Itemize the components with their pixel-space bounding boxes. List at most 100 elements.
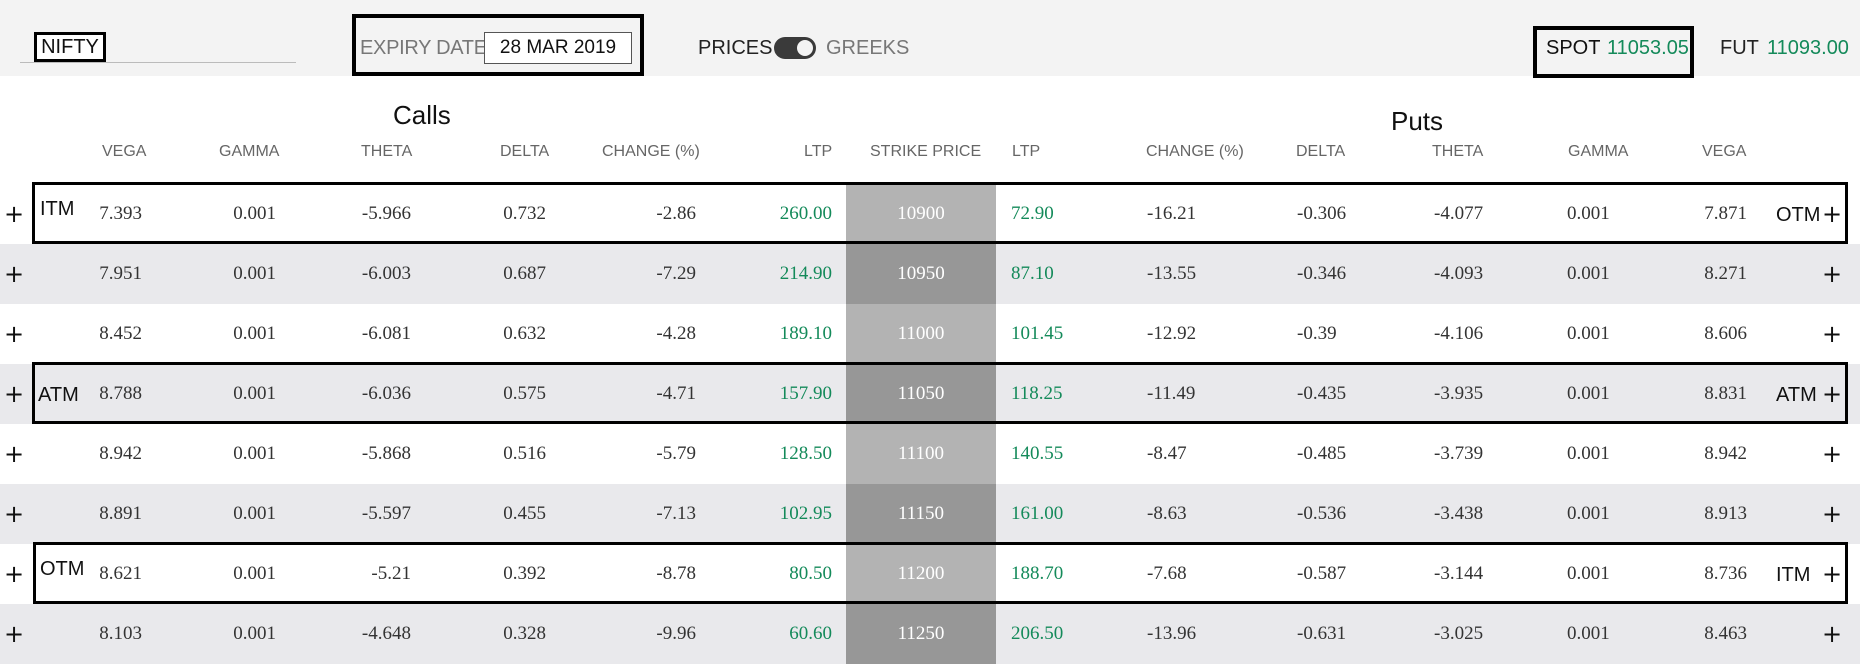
- add-call-button[interactable]: +: [4, 320, 25, 348]
- prices-greeks-toggle[interactable]: [774, 37, 816, 59]
- table-row: 11000 + +8.452 0.001 -6.081 0.632 -4.28 189.10 1…: [0, 304, 1860, 364]
- add-put-button[interactable]: +: [1822, 620, 1843, 648]
- strike-price-cell: 11100: [846, 424, 996, 484]
- put-theta-cell: -3.935: [1434, 383, 1484, 404]
- col-header-put-change: CHANGE (%): [1146, 143, 1244, 160]
- add-put-button[interactable]: +: [1822, 560, 1843, 588]
- add-call-button[interactable]: +: [4, 260, 25, 288]
- call-ltp-cell: 128.50: [779, 443, 832, 464]
- call-ltp-cell: 102.95: [779, 503, 832, 524]
- put-ltp-cell: 140.55: [1011, 443, 1064, 464]
- add-call-button[interactable]: +: [4, 500, 25, 528]
- put-delta-cell: -0.306: [1297, 203, 1347, 224]
- put-delta-cell: -0.39: [1297, 323, 1337, 344]
- call-gamma-cell: 0.001: [233, 323, 276, 344]
- greeks-toggle-label[interactable]: GREEKS: [826, 37, 910, 59]
- put-vega-cell: 8.463: [1704, 623, 1747, 644]
- call-theta-cell: -6.003: [361, 263, 411, 284]
- add-call-button[interactable]: +: [4, 440, 25, 468]
- call-ltp-cell: 157.90: [779, 383, 832, 404]
- call-change-cell: -4.28: [656, 323, 696, 344]
- put-delta-cell: -0.587: [1297, 563, 1347, 584]
- put-vega-cell: 8.831: [1704, 383, 1747, 404]
- put-vega-cell: 8.942: [1704, 443, 1747, 464]
- add-put-button[interactable]: +: [1822, 260, 1843, 288]
- put-gamma-cell: 0.001: [1567, 323, 1610, 344]
- call-ltp-cell: 80.50: [789, 563, 832, 584]
- put-theta-cell: -3.144: [1434, 563, 1484, 584]
- add-put-button[interactable]: +: [1822, 440, 1843, 468]
- call-vega-cell: 8.452: [99, 323, 142, 344]
- put-change-cell: -13.96: [1147, 623, 1197, 644]
- call-vega-cell: 8.621: [99, 563, 142, 584]
- put-delta-cell: -0.485: [1297, 443, 1347, 464]
- calls-title: Calls: [393, 100, 451, 130]
- call-change-cell: -2.86: [656, 203, 696, 224]
- call-theta-cell: -4.648: [361, 623, 411, 644]
- call-theta-cell: -6.036: [361, 383, 411, 404]
- add-call-button[interactable]: +: [4, 560, 25, 588]
- put-change-cell: -7.68: [1147, 563, 1187, 584]
- table-row: 11250 + +8.103 0.001 -4.648 0.328 -9.96 60.60 20…: [0, 604, 1860, 664]
- add-put-button[interactable]: +: [1822, 500, 1843, 528]
- call-vega-cell: 8.788: [99, 383, 142, 404]
- put-vega-cell: 7.871: [1704, 203, 1747, 224]
- put-change-cell: -16.21: [1147, 203, 1197, 224]
- expiry-date-select[interactable]: 28 MAR 2019: [484, 32, 632, 64]
- call-change-cell: -7.29: [656, 263, 696, 284]
- call-theta-cell: -5.21: [371, 563, 411, 584]
- col-header-put-delta: DELTA: [1296, 143, 1346, 160]
- call-gamma-cell: 0.001: [233, 443, 276, 464]
- symbol-selector[interactable]: NIFTY: [34, 32, 106, 62]
- col-header-call-theta: THETA: [361, 143, 413, 160]
- put-change-cell: -11.49: [1147, 383, 1196, 404]
- add-call-button[interactable]: +: [4, 620, 25, 648]
- put-gamma-cell: 0.001: [1567, 623, 1610, 644]
- col-header-call-ltp: LTP: [804, 143, 833, 160]
- col-header-call-delta: DELTA: [500, 143, 550, 160]
- call-moneyness-label: OTM: [40, 558, 85, 580]
- put-delta-cell: -0.536: [1297, 503, 1347, 524]
- col-header-strike-price: STRIKE PRICE: [870, 143, 982, 160]
- strike-price-cell: 11200: [846, 544, 996, 604]
- col-header-call-change: CHANGE (%): [602, 143, 700, 160]
- table-row: 11050 + +8.788 0.001 -6.036 0.575 -4.71 157.90 1…: [0, 364, 1860, 424]
- add-put-button[interactable]: +: [1822, 380, 1843, 408]
- strike-price-cell: 11000: [846, 304, 996, 364]
- call-ltp-cell: 60.60: [789, 623, 832, 644]
- add-put-button[interactable]: +: [1822, 200, 1843, 228]
- call-ltp-cell: 260.00: [779, 203, 832, 224]
- add-put-button[interactable]: +: [1822, 320, 1843, 348]
- call-theta-cell: -6.081: [361, 323, 411, 344]
- put-change-cell: -13.55: [1147, 263, 1197, 284]
- put-theta-cell: -3.025: [1434, 623, 1484, 644]
- put-vega-cell: 8.736: [1704, 563, 1747, 584]
- add-call-button[interactable]: +: [4, 200, 25, 228]
- call-delta-cell: 0.516: [503, 443, 546, 464]
- call-delta-cell: 0.392: [503, 563, 546, 584]
- put-theta-cell: -3.438: [1434, 503, 1484, 524]
- put-ltp-cell: 206.50: [1011, 623, 1064, 644]
- call-delta-cell: 0.328: [503, 623, 546, 644]
- put-vega-cell: 8.271: [1704, 263, 1747, 284]
- call-delta-cell: 0.632: [503, 323, 546, 344]
- col-header-call-vega: VEGA: [102, 143, 147, 160]
- put-gamma-cell: 0.001: [1567, 383, 1610, 404]
- put-theta-cell: -3.739: [1434, 443, 1484, 464]
- table-row: 10950 + +7.951 0.001 -6.003 0.687 -7.29 214.90 8…: [0, 244, 1860, 304]
- spot-label: SPOT: [1546, 37, 1601, 59]
- add-call-button[interactable]: +: [4, 380, 25, 408]
- col-header-put-ltp: LTP: [1012, 143, 1041, 160]
- put-gamma-cell: 0.001: [1567, 563, 1610, 584]
- symbol-underline: [20, 62, 296, 63]
- call-delta-cell: 0.732: [503, 203, 546, 224]
- call-theta-cell: -5.597: [361, 503, 411, 524]
- prices-toggle-label[interactable]: PRICES: [698, 37, 773, 59]
- put-vega-cell: 8.913: [1704, 503, 1747, 524]
- put-change-cell: -12.92: [1147, 323, 1197, 344]
- call-ltp-cell: 189.10: [779, 323, 832, 344]
- strike-price-cell: 11150: [846, 484, 996, 544]
- col-header-put-theta: THETA: [1432, 143, 1484, 160]
- table-row: 11150 + +8.891 0.001 -5.597 0.455 -7.13 102.95 1…: [0, 484, 1860, 544]
- puts-title: Puts: [1391, 106, 1444, 136]
